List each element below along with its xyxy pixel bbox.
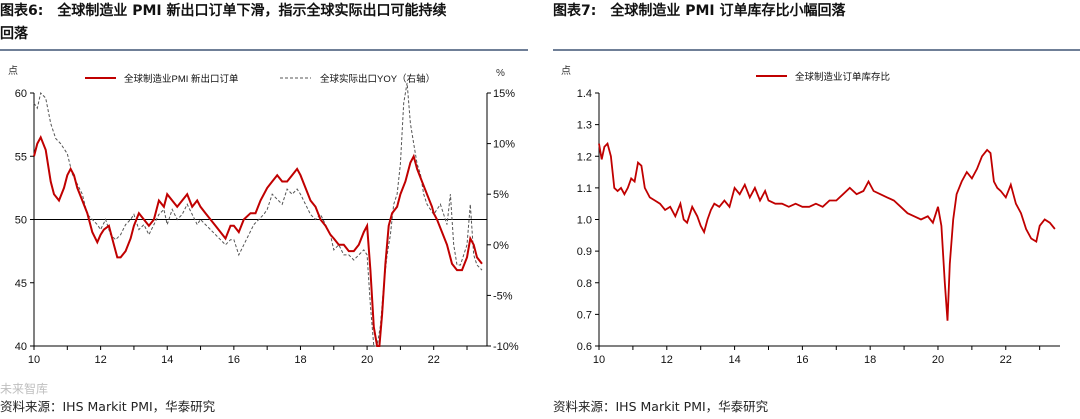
x-tick-label: 22 bbox=[428, 354, 440, 366]
figure-7-label: 图表7: bbox=[553, 3, 597, 19]
series-line-order-inventory-ratio bbox=[598, 141, 1056, 321]
y-tick-label-left: 40 bbox=[15, 341, 27, 353]
y-tick-label-right: -5% bbox=[493, 290, 513, 302]
figure-6-title-line2: 回落 bbox=[0, 26, 28, 42]
series-line-global-export-yoy bbox=[33, 82, 483, 347]
y-tick-label: 0.6 bbox=[577, 341, 592, 353]
x-tick-label: 14 bbox=[161, 354, 173, 366]
figure-6-title-line1: 全球制造业 PMI 新出口订单下滑，指示全球实际出口可能持续 bbox=[57, 3, 447, 19]
y-tick-label-right: 0% bbox=[493, 240, 509, 252]
x-tick-label: 22 bbox=[1000, 354, 1012, 366]
legend-label: 全球制造业订单库存比 bbox=[795, 71, 890, 83]
y-axis-label: 点 bbox=[561, 65, 571, 77]
y-tick-label-right: -10% bbox=[493, 341, 519, 353]
y-tick-label: 1.0 bbox=[577, 215, 592, 227]
watermark: 未来智库 bbox=[0, 382, 49, 396]
figure-6-source: 资料来源：IHS Markit PMI，华泰研究 bbox=[0, 399, 216, 414]
x-tick-label: 10 bbox=[28, 354, 40, 366]
y-tick-label-left: 50 bbox=[15, 215, 27, 227]
x-tick-label: 20 bbox=[361, 354, 373, 366]
x-tick-label: 16 bbox=[796, 354, 808, 366]
x-tick-label: 18 bbox=[294, 354, 306, 366]
figure-6: 图表6: 全球制造业 PMI 新出口订单下滑，指示全球实际出口可能持续 回落 点%… bbox=[0, 0, 528, 419]
y-tick-label: 1.2 bbox=[577, 151, 592, 163]
x-tick-label: 20 bbox=[932, 354, 944, 366]
y-axis-label-left: 点 bbox=[8, 65, 18, 77]
x-tick-label: 18 bbox=[864, 354, 876, 366]
x-tick-label: 16 bbox=[228, 354, 240, 366]
y-axis-label-right: % bbox=[496, 68, 505, 79]
y-tick-label-right: 10% bbox=[493, 139, 515, 151]
x-tick-label: 12 bbox=[94, 354, 106, 366]
figure-6-label: 图表6: bbox=[0, 3, 44, 19]
y-tick-label: 1.4 bbox=[577, 88, 592, 100]
y-tick-label: 1.1 bbox=[577, 183, 592, 195]
y-tick-label: 0.7 bbox=[577, 309, 592, 321]
y-tick-label-left: 60 bbox=[15, 88, 27, 100]
figure-6-title: 图表6: 全球制造业 PMI 新出口订单下滑，指示全球实际出口可能持续 回落 bbox=[0, 0, 447, 46]
x-tick-label: 14 bbox=[728, 354, 740, 366]
legend-label-pmi: 全球制造业PMI 新出口订单 bbox=[124, 73, 239, 85]
y-tick-label: 0.8 bbox=[577, 278, 592, 290]
figure-7-source: 资料来源：IHS Markit PMI，华泰研究 bbox=[553, 399, 769, 414]
y-tick-label-right: 5% bbox=[493, 189, 509, 201]
y-tick-label-right: 15% bbox=[493, 88, 515, 100]
x-tick-label: 10 bbox=[593, 354, 605, 366]
figure-7-rule bbox=[553, 49, 1080, 51]
legend-label-export-yoy: 全球实际出口YOY（右轴） bbox=[320, 73, 435, 85]
y-tick-label-left: 55 bbox=[15, 151, 27, 163]
series-line-pmi-new-export-orders bbox=[33, 134, 483, 347]
y-tick-label: 1.3 bbox=[577, 120, 592, 132]
y-tick-label: 0.9 bbox=[577, 246, 592, 258]
y-tick-label-left: 45 bbox=[15, 278, 27, 290]
figure-7-chart: 点 0.6 0.7 0.8 0.9 1.0 1.1 1.2 1.3 1.4 10 12 14 16 18 20… bbox=[561, 65, 1060, 366]
figure-7-title: 图表7: 全球制造业 PMI 订单库存比小幅回落 bbox=[553, 0, 846, 23]
figure-7-title-line1: 全球制造业 PMI 订单库存比小幅回落 bbox=[610, 3, 846, 19]
x-tick-label: 12 bbox=[661, 354, 673, 366]
figure-6-chart: 点 % 40 45 50 55 60 -10% -5% 0% 5% 10% 15% 10 12 14 16 18 2… bbox=[8, 65, 519, 366]
figure-7: 图表7: 全球制造业 PMI 订单库存比小幅回落 点 0.6 0.7 0.8 0.9 1.0… bbox=[553, 0, 1080, 419]
figure-6-rule bbox=[0, 49, 528, 51]
